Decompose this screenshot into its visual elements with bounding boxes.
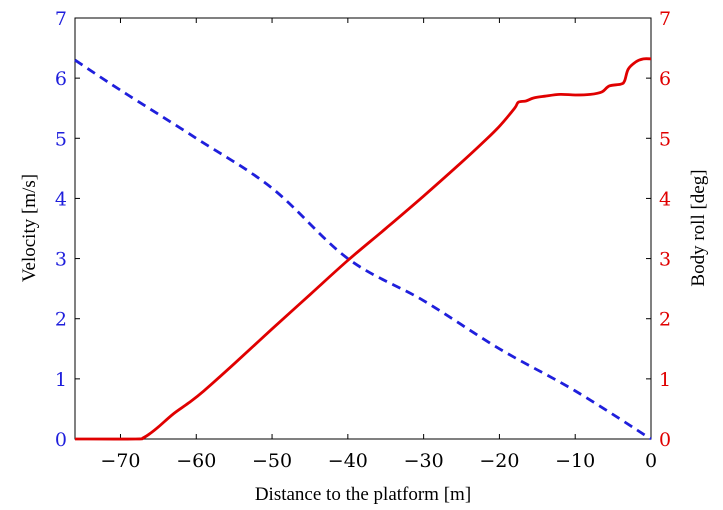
x-tick-label: −10 bbox=[555, 450, 595, 472]
x-tick-label: −40 bbox=[328, 450, 368, 472]
right-y-tick-label: 3 bbox=[659, 249, 671, 271]
x-tick-label: −60 bbox=[176, 450, 216, 472]
left-y-tick-label: 1 bbox=[55, 369, 67, 391]
right-y-tick-label: 0 bbox=[659, 429, 671, 451]
left-y-tick-label: 0 bbox=[55, 429, 67, 451]
left-y-tick-label: 7 bbox=[55, 8, 67, 30]
x-tick-label: −50 bbox=[252, 450, 292, 472]
velocity-series-line bbox=[74, 58, 652, 441]
left-y-tick-label: 5 bbox=[55, 128, 67, 150]
right-y-tick-label: 6 bbox=[659, 68, 671, 90]
right-y-tick-label: 2 bbox=[659, 309, 671, 331]
x-tick-label: 0 bbox=[645, 450, 657, 472]
right-y-tick-label: 1 bbox=[659, 369, 671, 391]
left-y-tick-label: 3 bbox=[55, 249, 67, 271]
left-y-tick-label: 2 bbox=[55, 309, 67, 331]
right-y-axis-title: Body roll [deg] bbox=[688, 169, 709, 286]
x-axis-title: Distance to the platform [m] bbox=[255, 484, 471, 505]
left-y-axis-ticks: 0 1 2 3 4 5 6 7 bbox=[55, 8, 80, 451]
x-axis-ticks: −70 −60 −50 −40 −30 −20 −10 0 bbox=[100, 18, 657, 472]
x-tick-label: −30 bbox=[404, 450, 444, 472]
right-y-tick-label: 7 bbox=[659, 8, 671, 30]
right-y-tick-label: 5 bbox=[659, 128, 671, 150]
plot-area bbox=[74, 17, 652, 440]
x-tick-label: −70 bbox=[100, 450, 140, 472]
series-layer bbox=[74, 57, 652, 441]
left-y-tick-label: 6 bbox=[55, 68, 67, 90]
x-tick-label: −20 bbox=[479, 450, 519, 472]
body-roll-series-line bbox=[74, 57, 652, 441]
plot-frame bbox=[74, 17, 652, 440]
left-y-axis-title: Velocity [m/s] bbox=[19, 174, 40, 282]
right-y-axis-ticks: 0 1 2 3 4 5 6 7 bbox=[646, 8, 671, 451]
right-y-tick-label: 4 bbox=[659, 188, 671, 210]
left-y-tick-label: 4 bbox=[55, 188, 67, 210]
